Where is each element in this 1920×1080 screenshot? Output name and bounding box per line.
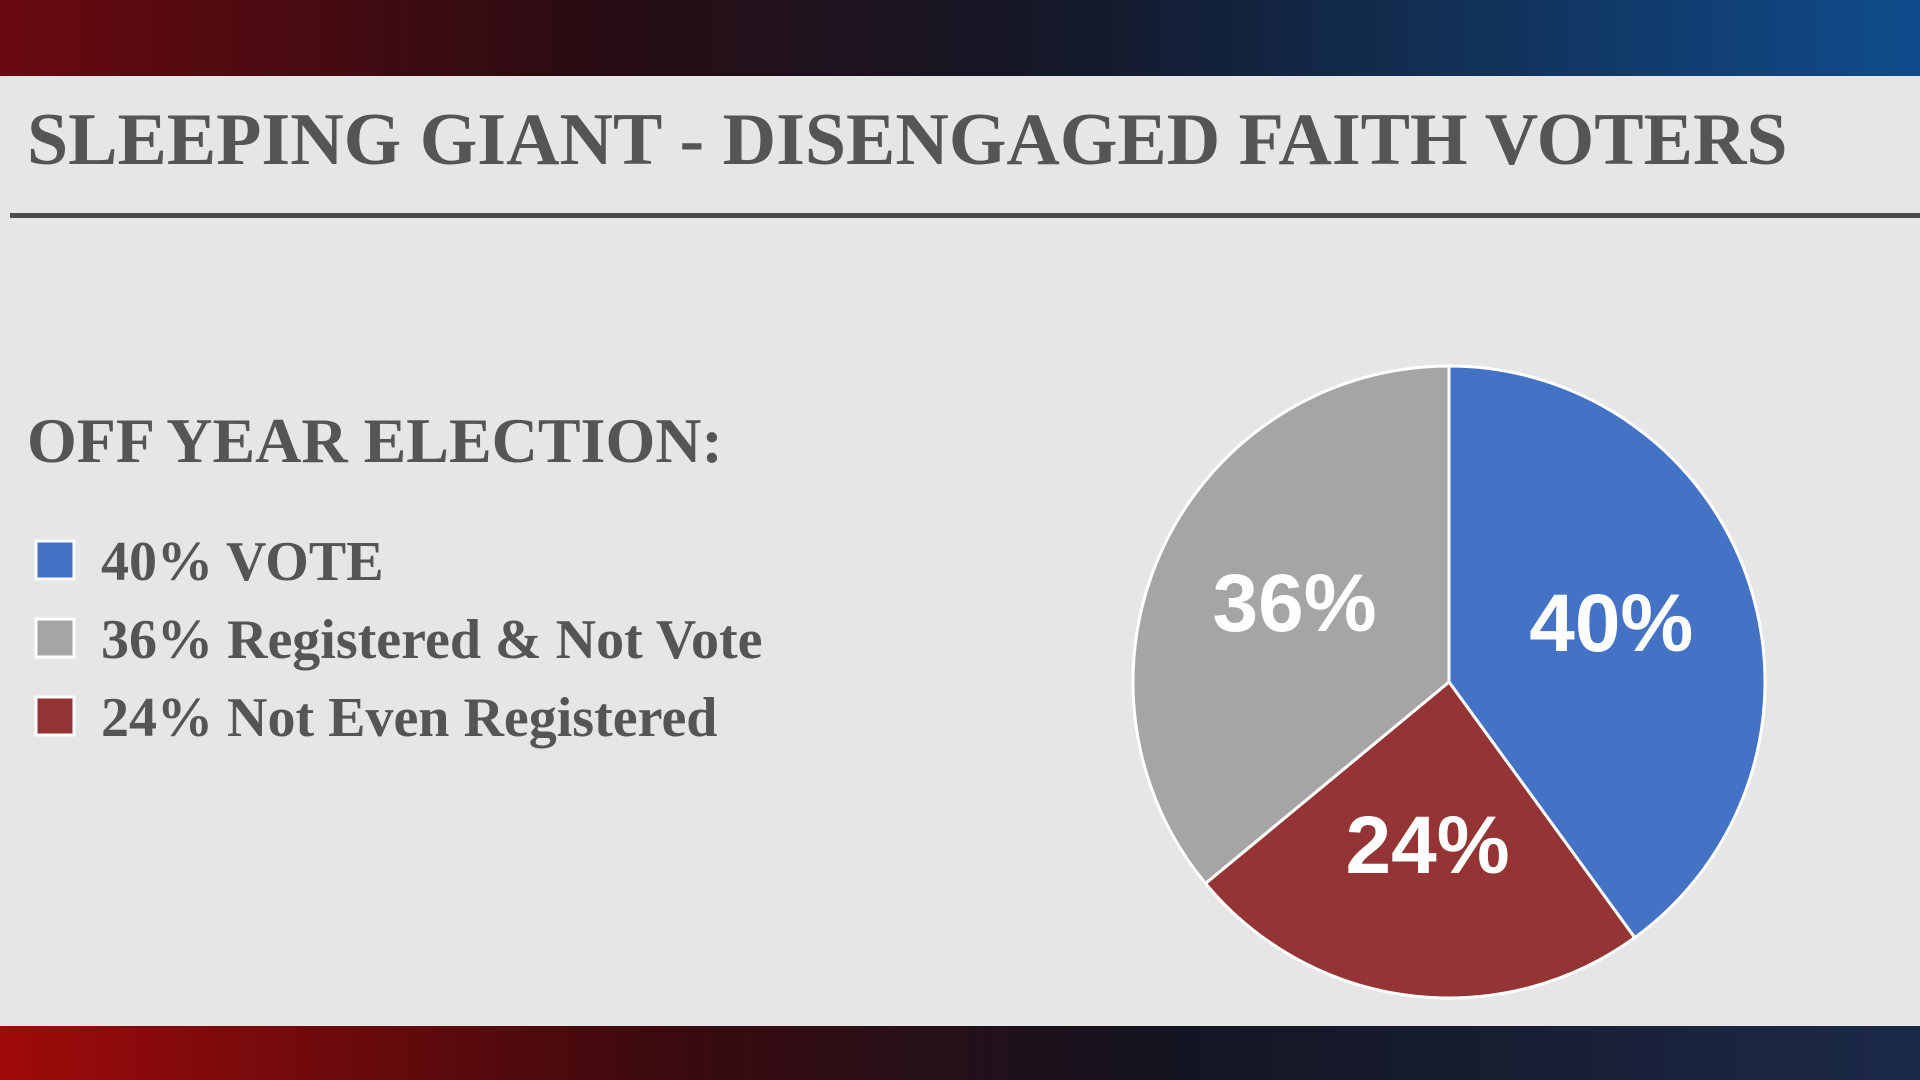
slice-label: 24%: [1346, 800, 1510, 891]
slice-label: 40%: [1529, 578, 1693, 669]
legend-label: 40% VOTE: [101, 531, 384, 593]
legend: 40% VOTE 36% Registered & Not Vote 24% Not…: [34, 531, 763, 749]
legend-swatch: [34, 539, 76, 581]
legend-label: 24% Not Even Registered: [101, 687, 717, 749]
pie-slice: [1203, 679, 1637, 1000]
slice-label: 36%: [1213, 558, 1377, 649]
legend-label: 36% Registered & Not Vote: [101, 609, 763, 671]
title-rule: [10, 213, 1920, 218]
legend-swatch: [34, 617, 76, 659]
bottom-band: [0, 1026, 1920, 1080]
pie-slice: [1131, 364, 1451, 886]
pie: 40% 24% 36%: [1131, 364, 1767, 1000]
legend-swatch: [34, 695, 76, 737]
subtitle: OFF YEAR ELECTION:: [27, 405, 723, 476]
title: SLEEPING GIANT - DISENGAGED FAITH VOTERS: [27, 99, 1788, 181]
top-band: [0, 0, 1920, 76]
pie-slice: [1447, 364, 1767, 940]
